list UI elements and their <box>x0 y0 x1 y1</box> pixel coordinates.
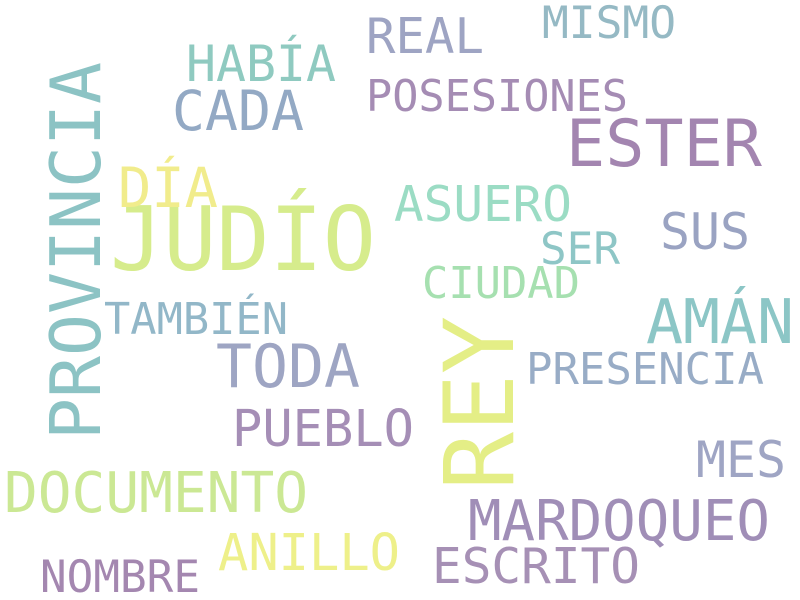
word-sus: SUS <box>660 203 750 261</box>
word-habia: HABÍA <box>186 35 336 93</box>
word-rey: REY <box>424 316 536 490</box>
word-aman: AMÁN <box>646 287 794 358</box>
word-asuero: ASUERO <box>394 175 572 233</box>
word-toda: TODA <box>216 333 360 402</box>
word-mardoqueo: MARDOQUEO <box>468 489 770 554</box>
word-provincia: PROVINCIA <box>36 61 117 440</box>
word-cada: CADA <box>172 79 304 143</box>
word-mismo: MISMO <box>542 0 677 49</box>
word-nombre: NOMBRE <box>40 552 201 600</box>
word-real: REAL <box>366 8 484 65</box>
word-pueblo: PUEBLO <box>232 399 414 458</box>
word-ester: ESTER <box>566 107 762 182</box>
word-presencia: PRESENCIA <box>526 344 764 395</box>
word-anillo: ANILLO <box>218 523 400 582</box>
word-mes: MES <box>696 431 786 489</box>
word-ser: SER <box>540 224 620 275</box>
word-escrito: ESCRITO <box>432 537 640 595</box>
word-dia: DÍA <box>118 157 218 221</box>
word-ciudad: CIUDAD <box>422 258 580 309</box>
word-documento: DOCUMENTO <box>4 461 309 526</box>
word-posesiones: POSESIONES <box>366 72 628 122</box>
word-tambien: TAMBIÉN <box>104 294 288 345</box>
word-judio: JUDÍO <box>110 188 376 291</box>
